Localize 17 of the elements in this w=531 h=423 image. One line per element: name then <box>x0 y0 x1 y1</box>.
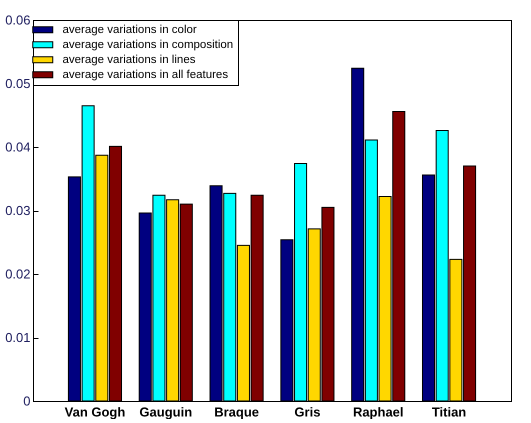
legend-label: average variations in composition <box>62 38 234 51</box>
x-tick-label: Braque <box>214 404 259 420</box>
legend-label: average variations in lines <box>62 54 196 66</box>
x-tick-label: Van Gogh <box>64 404 126 420</box>
y-tick-label: 0.06 <box>5 12 30 28</box>
legend-label: average variations in color <box>62 24 197 36</box>
x-tick-label: Titian <box>432 404 466 420</box>
y-tick-label: 0.04 <box>5 140 30 154</box>
y-tick-label: 0.01 <box>5 330 30 345</box>
x-tick-label: Raphael <box>352 404 404 420</box>
y-tick-label: 0.02 <box>5 266 30 282</box>
legend-label: average variations in all features <box>62 68 228 81</box>
y-tick-label: 0.03 <box>5 203 30 218</box>
y-tick-label: 0 <box>23 394 30 408</box>
y-tick-label: 0.05 <box>5 76 30 91</box>
x-tick-label: Gauguin <box>139 404 192 420</box>
x-tick-label: Gris <box>294 404 320 420</box>
